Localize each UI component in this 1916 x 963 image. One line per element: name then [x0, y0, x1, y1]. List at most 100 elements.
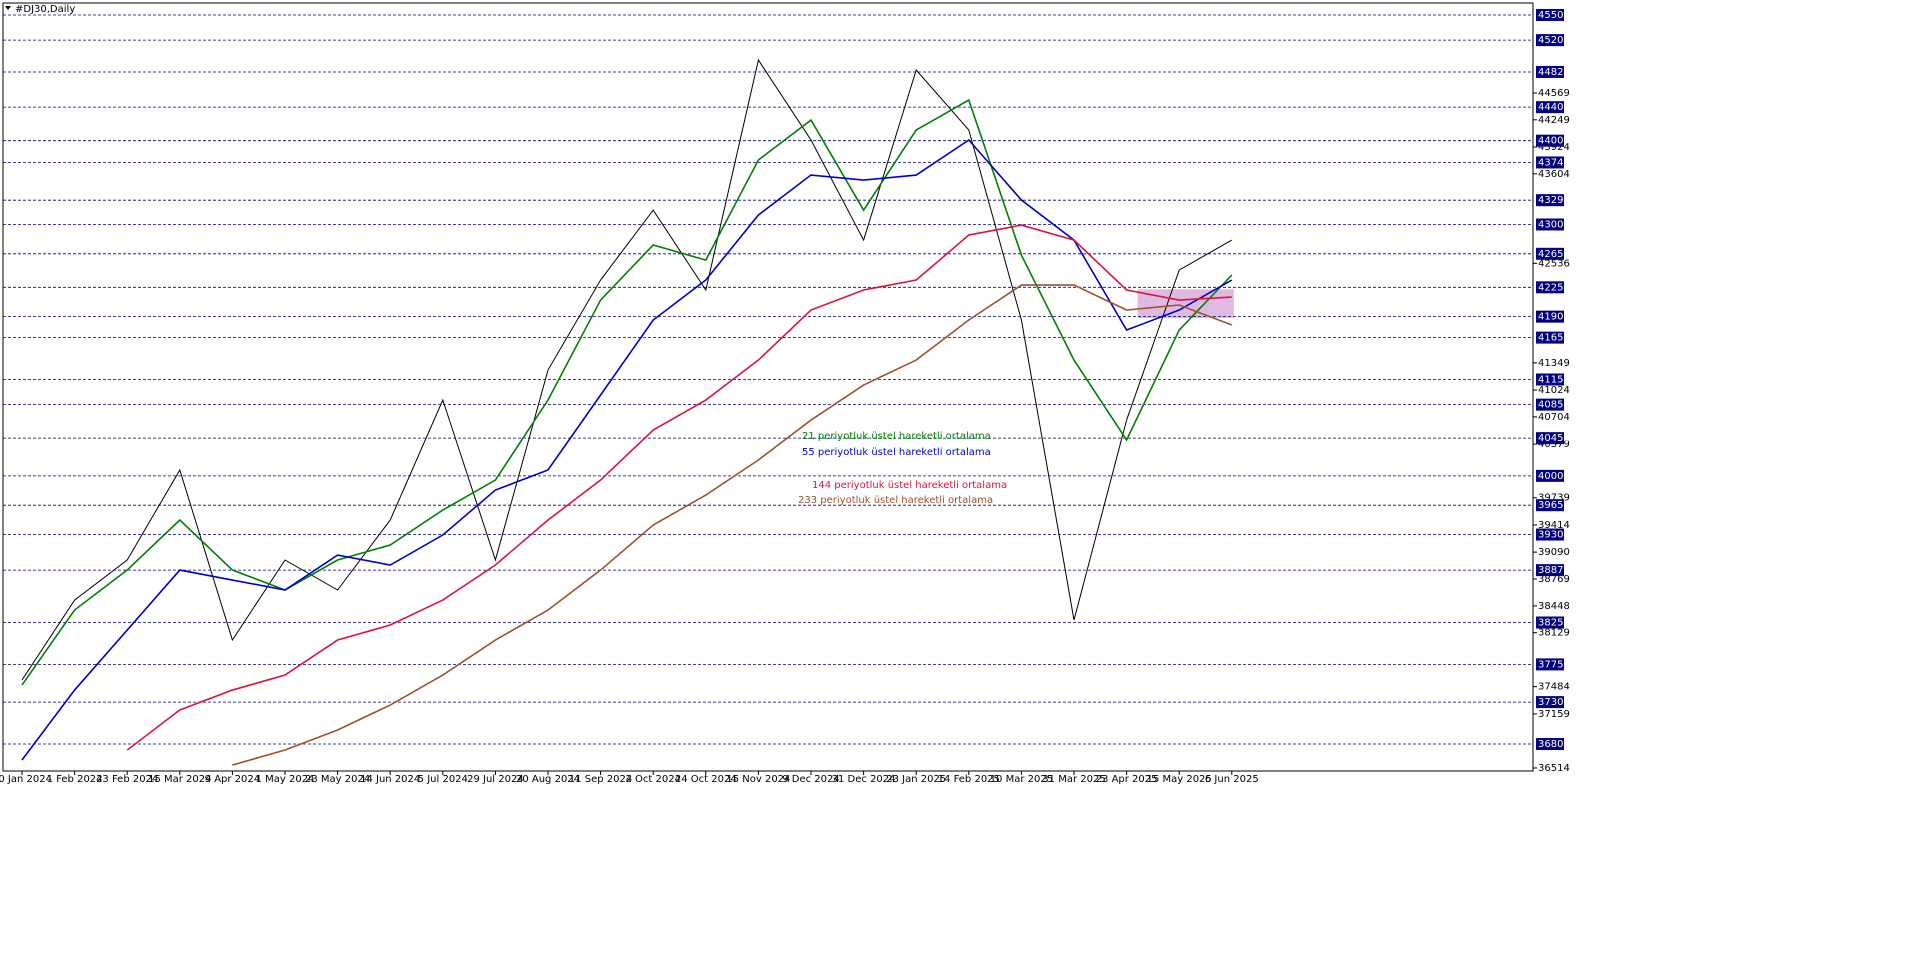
level-label-bg [1536, 398, 1564, 411]
level-label-bg [1536, 528, 1564, 541]
x-tick-label: 14 Jun 2024 [360, 774, 420, 785]
x-tick-label: 23 Feb 2024 [96, 774, 158, 785]
x-tick-label: 15 Mar 2024 [148, 774, 211, 785]
x-tick-label: 23 Jan 2025 [886, 774, 946, 785]
level-label: 41150 [1538, 375, 1570, 386]
level-label: 44000 [1538, 136, 1570, 147]
level-label: 43290 [1538, 195, 1570, 206]
level-label: 45500 [1538, 10, 1570, 21]
level-label-bg [1536, 247, 1564, 260]
x-tick-label: 31 Mar 2025 [1042, 774, 1105, 785]
x-tick-label: 1 May 2024 [256, 774, 315, 785]
level-label: 41650 [1538, 333, 1570, 344]
level-label: 45200 [1538, 35, 1570, 46]
y-tick-label: 39414 [1538, 520, 1570, 531]
level-label: 43740 [1538, 157, 1570, 168]
chart-title: #DJ30,Daily [15, 4, 75, 15]
level-label-bg [1536, 331, 1564, 344]
level-label: 38250 [1538, 618, 1570, 629]
legend-entry: 21 periyotluk üstel hareketli ortalama [802, 431, 991, 442]
level-label: 36800 [1538, 739, 1570, 750]
x-tick-label: 24 Oct 2024 [675, 774, 737, 785]
x-tick-label: 11 Sep 2024 [569, 774, 632, 785]
level-label: 44820 [1538, 67, 1570, 78]
x-tick-label: 6 Jun 2025 [1205, 774, 1259, 785]
legend-entry: 144 periyotluk üstel hareketli ortalama [812, 480, 1007, 491]
x-tick-label: 2 Oct 2024 [625, 774, 680, 785]
level-label-bg [1536, 469, 1564, 482]
series-line [232, 284, 1233, 766]
x-tick-label: 5 Jul 2024 [418, 774, 468, 785]
y-tick-label: 40379 [1538, 439, 1570, 450]
level-label-bg [1536, 34, 1564, 47]
level-label: 42650 [1538, 249, 1570, 260]
level-label: 44400 [1538, 102, 1570, 113]
x-tick-label: 31 Dec 2024 [832, 774, 896, 785]
y-tick-label: 43604 [1538, 169, 1570, 180]
x-tick-label: 1 Feb 2024 [47, 774, 103, 785]
y-tick-label: 37159 [1538, 709, 1570, 720]
x-tick-label: 23 May 2024 [305, 774, 370, 785]
y-tick-label: 38129 [1538, 628, 1570, 639]
level-label-bg [1536, 658, 1564, 671]
plot-frame [2, 2, 1534, 772]
y-tick-label: 36514 [1538, 763, 1570, 774]
level-label-bg [1536, 738, 1564, 751]
x-tick-label: 9 Apr 2024 [205, 774, 260, 785]
y-tick-label: 39739 [1538, 493, 1570, 504]
level-label-bg [1536, 8, 1564, 21]
y-tick-label: 43924 [1538, 142, 1570, 153]
level-label: 37300 [1538, 697, 1570, 708]
level-label-bg [1536, 432, 1564, 445]
level-label: 38875 [1538, 565, 1570, 576]
level-label: 43000 [1538, 219, 1570, 230]
highlight-zone [1137, 289, 1234, 318]
x-tick-label: 10 Mar 2025 [990, 774, 1053, 785]
level-label: 37750 [1538, 659, 1570, 670]
level-label: 39300 [1538, 530, 1570, 541]
x-tick-label: 15 Nov 2024 [726, 774, 790, 785]
series-line [21, 138, 1233, 761]
level-label-bg [1536, 156, 1564, 169]
level-label: 40450 [1538, 433, 1570, 444]
y-tick-label: 41024 [1538, 385, 1570, 396]
x-tick-label: 14 Feb 2025 [938, 774, 1000, 785]
x-tick-label: 23 Apr 2025 [1096, 774, 1158, 785]
level-label: 40850 [1538, 400, 1570, 411]
x-tick-label: 20 Aug 2024 [516, 774, 580, 785]
level-label-bg [1536, 499, 1564, 512]
level-label-bg [1536, 218, 1564, 231]
y-tick-label: 40704 [1538, 412, 1570, 423]
level-label-bg [1536, 616, 1564, 629]
level-label-bg [1536, 281, 1564, 294]
x-tick-label: 10 Jan 2024 [0, 774, 52, 785]
level-label-bg [1536, 564, 1564, 577]
y-tick-label: 44569 [1538, 88, 1570, 99]
level-label-bg [1536, 134, 1564, 147]
y-tick-label: 44249 [1538, 115, 1570, 126]
level-label-bg [1536, 696, 1564, 709]
y-tick-label: 41349 [1538, 358, 1570, 369]
level-label-bg [1536, 194, 1564, 207]
level-label: 39650 [1538, 500, 1570, 511]
level-label-bg [1536, 65, 1564, 78]
level-label: 42250 [1538, 282, 1570, 293]
series-line [21, 98, 1233, 686]
y-tick-label: 37484 [1538, 682, 1570, 693]
series-line [21, 58, 1233, 681]
x-tick-label: 29 Jul 2024 [467, 774, 524, 785]
legend-entry: 233 periyotluk üstel hareketli ortalama [798, 495, 993, 506]
level-label-bg [1536, 101, 1564, 114]
level-label: 40000 [1538, 471, 1570, 482]
x-tick-label: 9 Dec 2024 [782, 774, 840, 785]
y-tick-label: 38769 [1538, 574, 1570, 585]
level-label: 41900 [1538, 312, 1570, 323]
x-tick-label: 15 May 2025 [1147, 774, 1212, 785]
level-label-bg [1536, 310, 1564, 323]
y-tick-label: 38448 [1538, 601, 1570, 612]
y-tick-label: 42536 [1538, 258, 1570, 269]
menu-arrow [5, 6, 11, 10]
series-line [126, 224, 1232, 751]
